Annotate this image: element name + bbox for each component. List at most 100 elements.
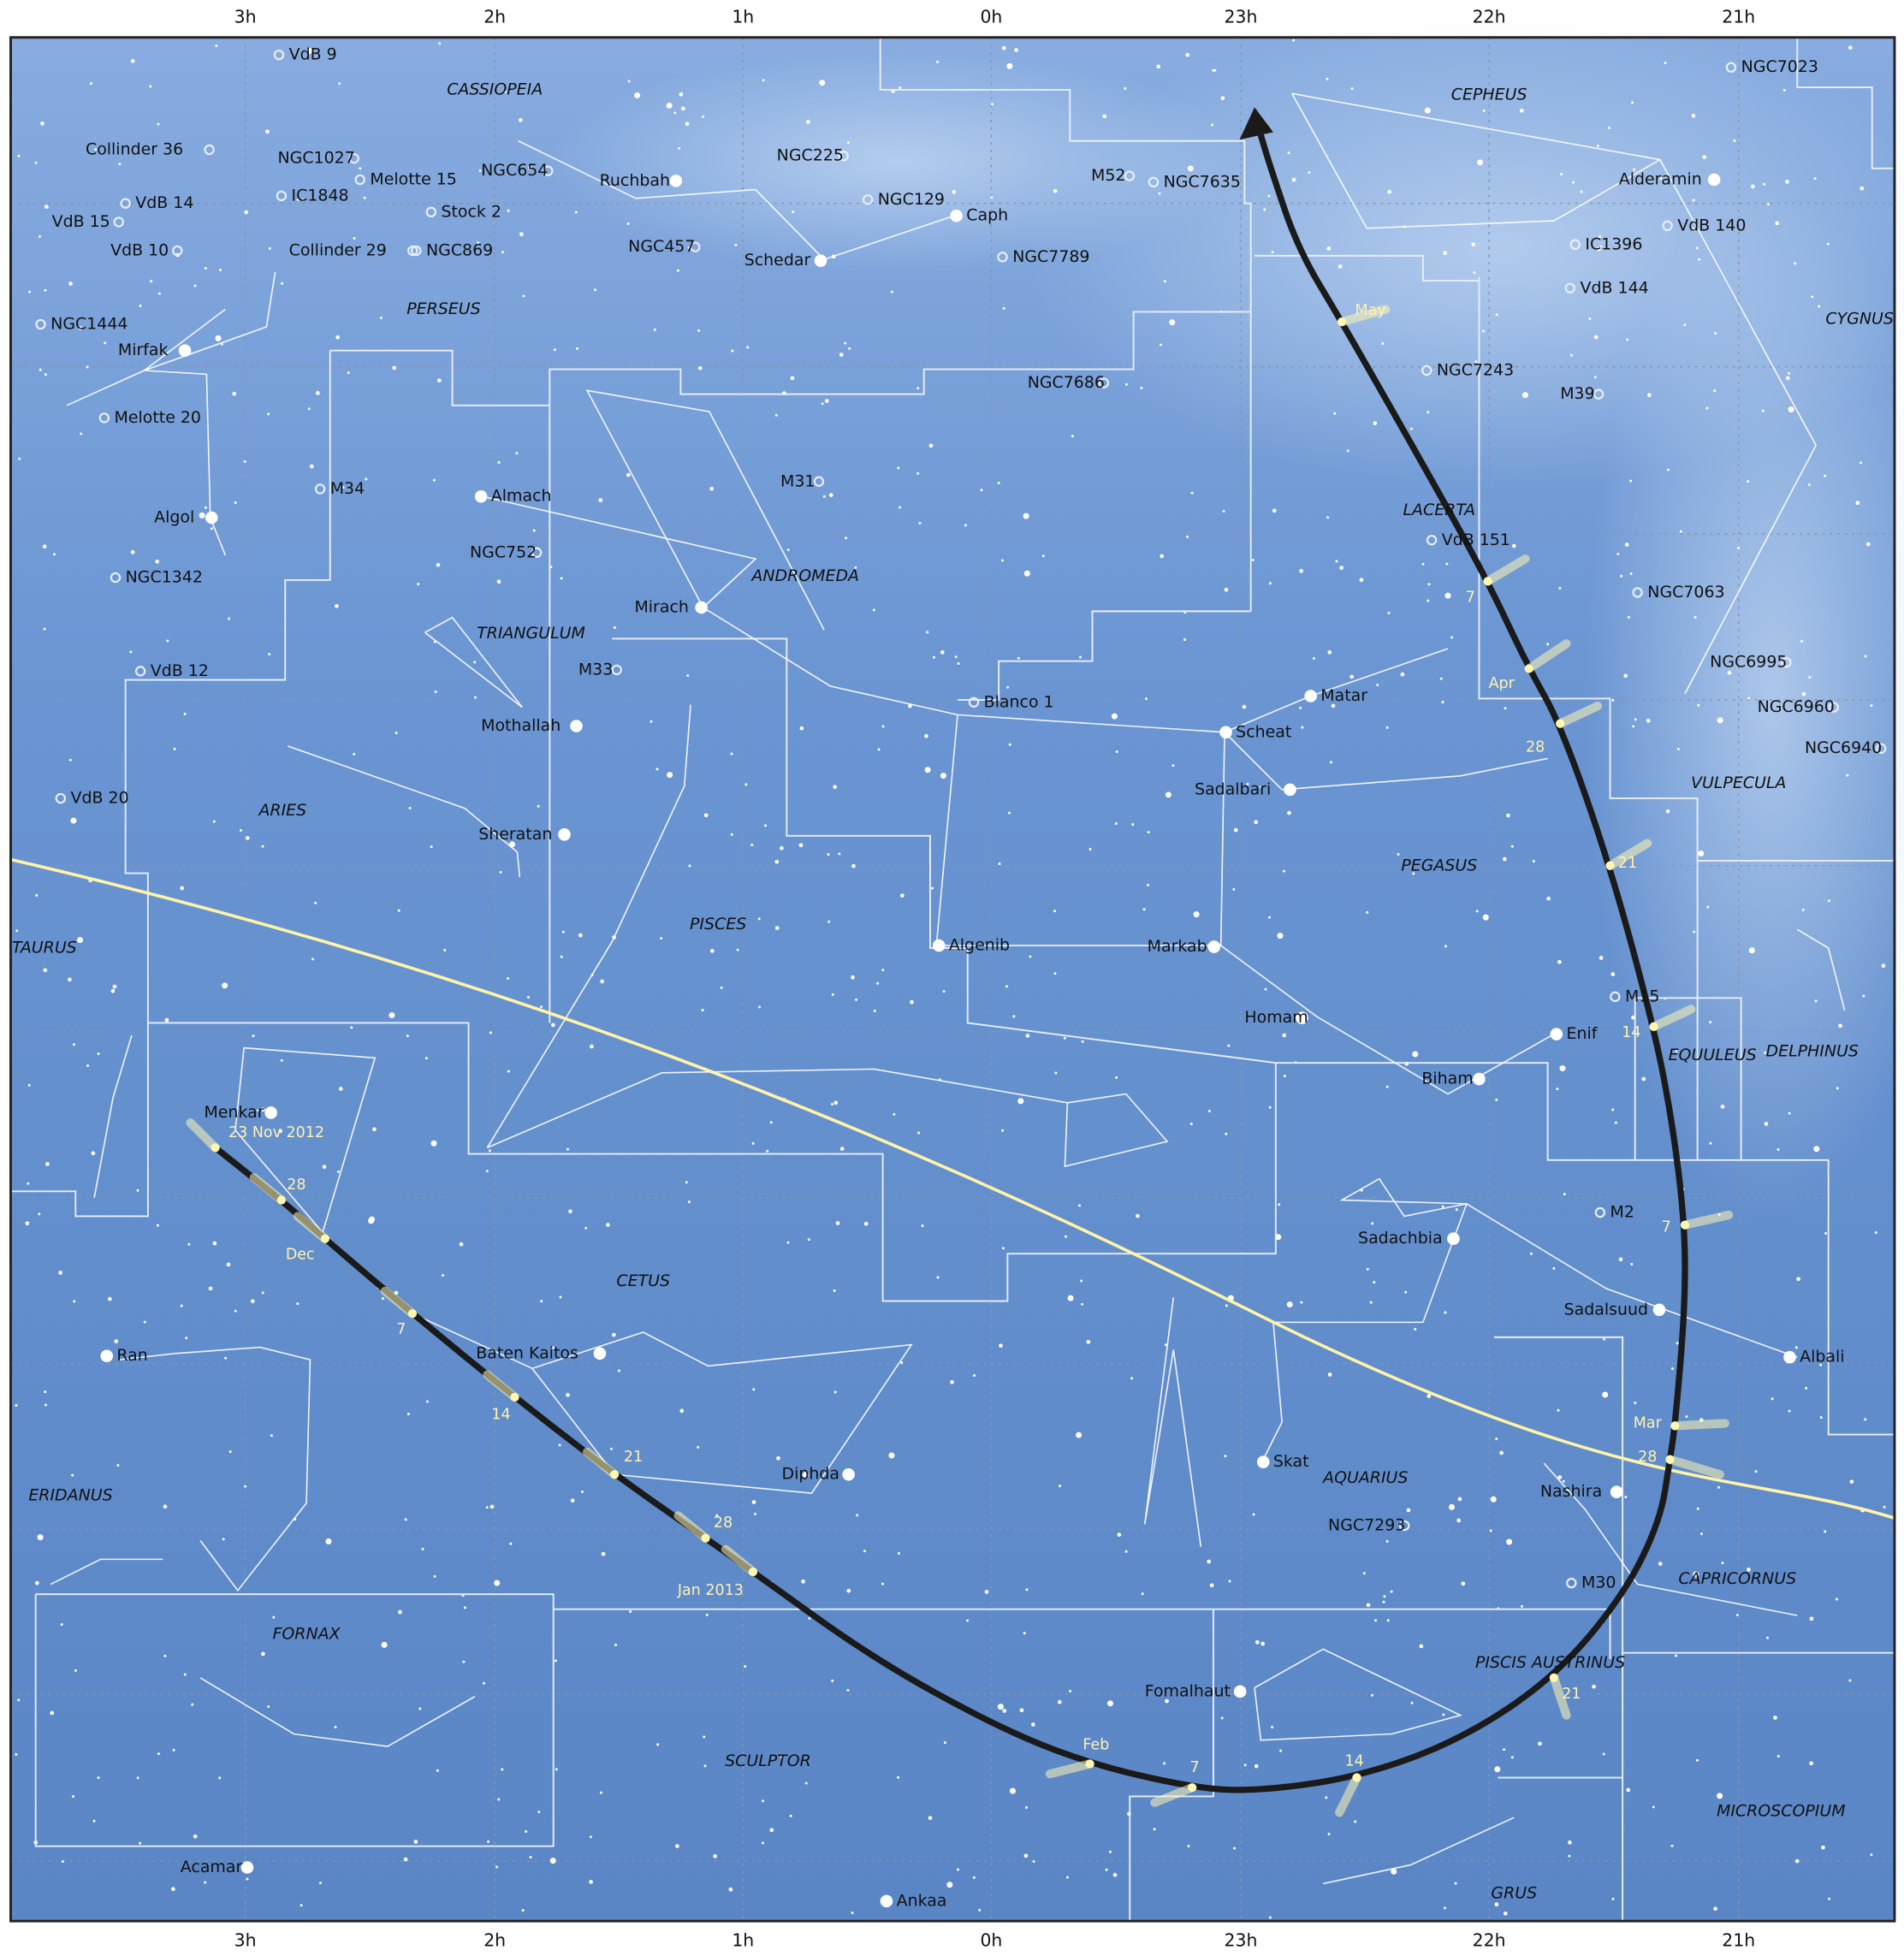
star: [68, 282, 73, 286]
star: [1512, 543, 1516, 548]
star: [1698, 850, 1705, 856]
star: [790, 376, 795, 381]
star: [1838, 1023, 1842, 1028]
star: [1788, 1409, 1791, 1413]
star: [1327, 649, 1332, 655]
star: [1057, 1699, 1062, 1704]
comet: [1352, 1773, 1361, 1782]
star: [1848, 45, 1853, 50]
star: [45, 1162, 50, 1166]
star: [130, 59, 135, 63]
star: [751, 1500, 756, 1504]
star: [673, 111, 677, 115]
star: [94, 148, 98, 151]
star: [89, 82, 92, 85]
star: [1054, 1071, 1058, 1075]
star: [1187, 165, 1194, 172]
comet-tail: [673, 1511, 710, 1543]
star: [776, 1455, 780, 1461]
star: [1546, 643, 1550, 646]
star: [1327, 1833, 1331, 1835]
star: [1153, 1828, 1156, 1831]
star: [897, 1775, 900, 1779]
star: [335, 335, 340, 340]
star: [846, 1688, 850, 1692]
star: [758, 1005, 761, 1009]
object-label: Caph: [966, 206, 1008, 225]
star: [1552, 1266, 1556, 1270]
star: [1233, 827, 1238, 833]
star: [1282, 1033, 1287, 1038]
star: [497, 1798, 501, 1801]
star: [1287, 810, 1291, 815]
comet-date: Apr: [1489, 675, 1515, 692]
deep-sky-object: [113, 216, 124, 228]
star: [1006, 685, 1010, 689]
star: [916, 387, 920, 390]
star: [1427, 1394, 1432, 1398]
star: [68, 977, 72, 982]
star: [228, 1450, 232, 1454]
arrow-head: [1239, 107, 1273, 140]
object-label: NGC7293: [1328, 1516, 1405, 1535]
star: [1599, 235, 1601, 239]
star: [38, 1212, 41, 1216]
star: [1471, 242, 1476, 247]
star: [804, 1781, 808, 1785]
star: [1282, 869, 1285, 873]
star: [1519, 109, 1524, 113]
star: [296, 1302, 300, 1306]
star: [685, 122, 690, 127]
star: [1312, 656, 1315, 660]
boundary: [958, 610, 1251, 701]
named-star: [1783, 1350, 1796, 1364]
star: [156, 1224, 159, 1227]
deep-sky-object: [110, 572, 122, 584]
star: [1860, 461, 1863, 465]
star: [769, 1828, 774, 1833]
star: [1373, 1281, 1376, 1284]
star: [240, 828, 242, 832]
star: [1626, 338, 1629, 341]
object-label: NGC6960: [1758, 697, 1835, 716]
star: [97, 1052, 100, 1056]
star: [1225, 1304, 1228, 1307]
star: [296, 198, 300, 201]
star: [1114, 822, 1118, 825]
named-star: [205, 511, 218, 525]
star: [44, 373, 47, 376]
star: [1602, 1391, 1609, 1398]
star: [252, 1034, 255, 1038]
comet-tail: [1335, 1773, 1361, 1817]
comet-date: May: [1355, 302, 1386, 319]
star: [1279, 1749, 1283, 1752]
star: [1747, 696, 1751, 700]
constellation-line: [424, 616, 523, 708]
star: [1794, 1858, 1800, 1864]
star: [1775, 221, 1780, 226]
object-label: VdB 20: [70, 789, 128, 808]
comet: [1649, 1022, 1658, 1031]
star: [392, 365, 397, 370]
star: [686, 674, 690, 677]
object-label: Ankaa: [897, 1891, 947, 1910]
star: [1482, 914, 1489, 921]
star: [1006, 62, 1013, 69]
star: [1163, 280, 1166, 283]
star: [1292, 39, 1296, 42]
star: [1228, 1580, 1231, 1583]
object-label: VdB 151: [1442, 530, 1510, 549]
comet-tail: [249, 1173, 286, 1205]
star: [417, 583, 420, 586]
star: [821, 402, 824, 406]
comet-tail: [1524, 639, 1571, 673]
star: [191, 1703, 194, 1706]
star: [1277, 933, 1284, 939]
star: [697, 329, 701, 332]
star: [114, 1339, 119, 1343]
star: [495, 1865, 499, 1869]
star: [589, 1880, 593, 1884]
star: [1603, 1337, 1606, 1341]
star: [1242, 704, 1247, 709]
star: [576, 347, 578, 350]
